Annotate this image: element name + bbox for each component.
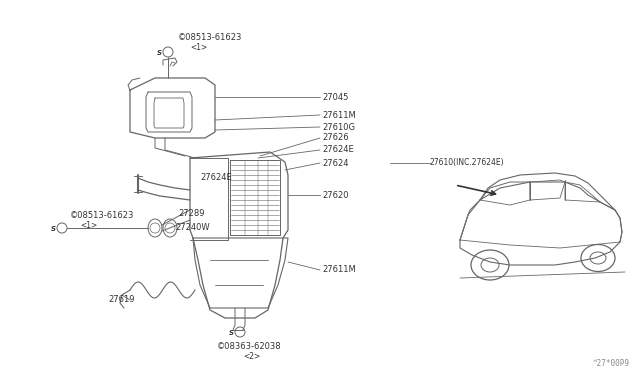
- Text: S: S: [51, 226, 56, 232]
- Text: <1>: <1>: [80, 221, 97, 230]
- Text: 27045: 27045: [322, 93, 348, 102]
- Text: S: S: [229, 330, 234, 336]
- Text: 27620: 27620: [322, 190, 349, 199]
- Text: ©08513-61623: ©08513-61623: [70, 211, 134, 220]
- Text: 27611M: 27611M: [322, 110, 356, 119]
- Text: ©08363-62038: ©08363-62038: [217, 342, 282, 351]
- Text: 27624E: 27624E: [322, 145, 354, 154]
- Text: 27610G: 27610G: [322, 122, 355, 131]
- Text: <2>: <2>: [243, 352, 260, 361]
- Text: ^27*00P9: ^27*00P9: [593, 359, 630, 368]
- Text: 27626: 27626: [322, 134, 349, 142]
- Text: <1>: <1>: [190, 43, 207, 52]
- Text: 27624: 27624: [322, 158, 349, 167]
- Text: 27624E: 27624E: [200, 173, 232, 183]
- Text: 27289: 27289: [178, 209, 205, 218]
- Text: 27611M: 27611M: [322, 266, 356, 275]
- Text: 27610(INC.27624E): 27610(INC.27624E): [430, 158, 504, 167]
- Text: 27240W: 27240W: [175, 223, 210, 232]
- Text: ©08513-61623: ©08513-61623: [178, 33, 243, 42]
- Text: 27619: 27619: [108, 295, 134, 305]
- Text: S: S: [157, 50, 162, 56]
